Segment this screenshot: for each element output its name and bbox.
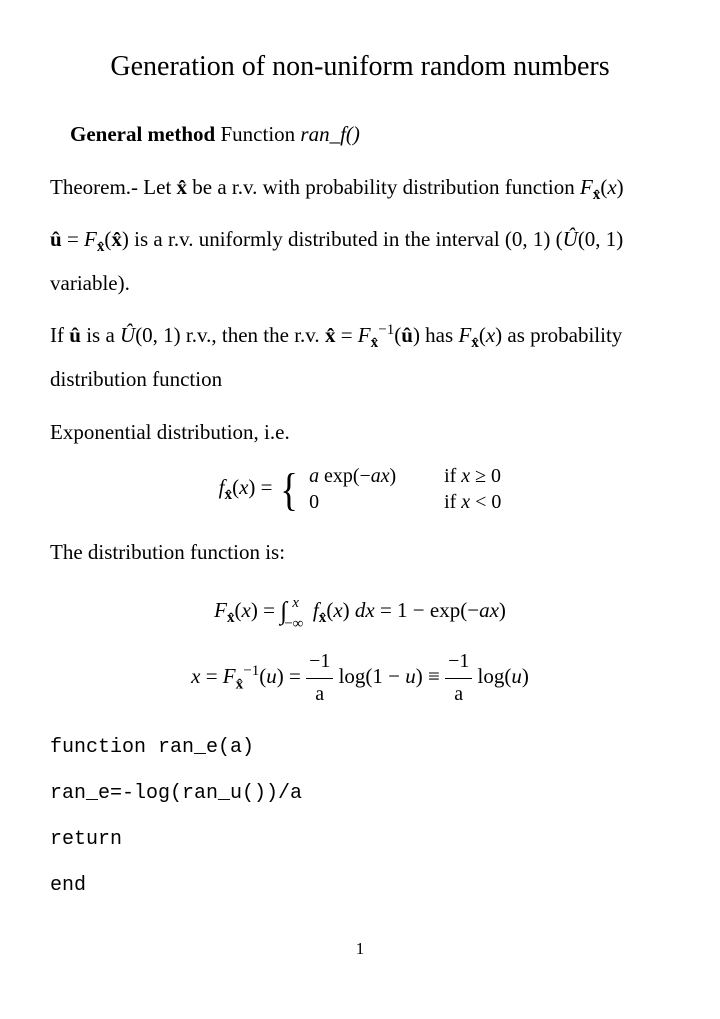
page-title: Generation of non-uniform random numbers	[50, 40, 670, 93]
theorem-paragraph: Theorem.- Let x̂ be a r.v. with probabil…	[50, 165, 670, 209]
frac-num: −1	[445, 646, 472, 679]
page-number: 1	[50, 933, 670, 965]
section-label: General method	[70, 122, 215, 146]
code-line: ran_e=-log(ran_u())/a	[50, 771, 670, 817]
section-text: Function	[215, 122, 300, 146]
section-heading: General method Function ran_f()	[70, 115, 670, 155]
exponential-density-equation: fx̂(x) = { a exp(−ax) if x ≥ 0 0 if x < …	[50, 464, 670, 516]
statement-2: If û is a Û(0, 1) r.v., then the r.v. x̂…	[50, 313, 670, 401]
frac-den: a	[445, 679, 472, 711]
code-block: function ran_e(a) ran_e=-log(ran_u())/a …	[50, 725, 670, 909]
distribution-equation-1: Fx̂(x) = ∫−∞xfx̂(x) dx = 1 − exp(−ax)	[50, 592, 670, 632]
code-line: return	[50, 817, 670, 863]
frac-den: a	[306, 679, 333, 711]
distribution-equation-2: x = Fx̂−1(u) = −1a log(1 − u) ≡ −1a log(…	[50, 646, 670, 711]
function-name: ran_f()	[300, 122, 360, 146]
code-line: function ran_e(a)	[50, 725, 670, 771]
left-brace-icon: {	[280, 467, 298, 513]
exponential-intro: Exponential distribution, i.e.	[50, 410, 670, 454]
code-line: end	[50, 863, 670, 909]
statement-1: û = Fx̂(x̂) is a r.v. uniformly distribu…	[50, 217, 670, 305]
frac-num: −1	[306, 646, 333, 679]
distribution-intro: The distribution function is:	[50, 530, 670, 574]
